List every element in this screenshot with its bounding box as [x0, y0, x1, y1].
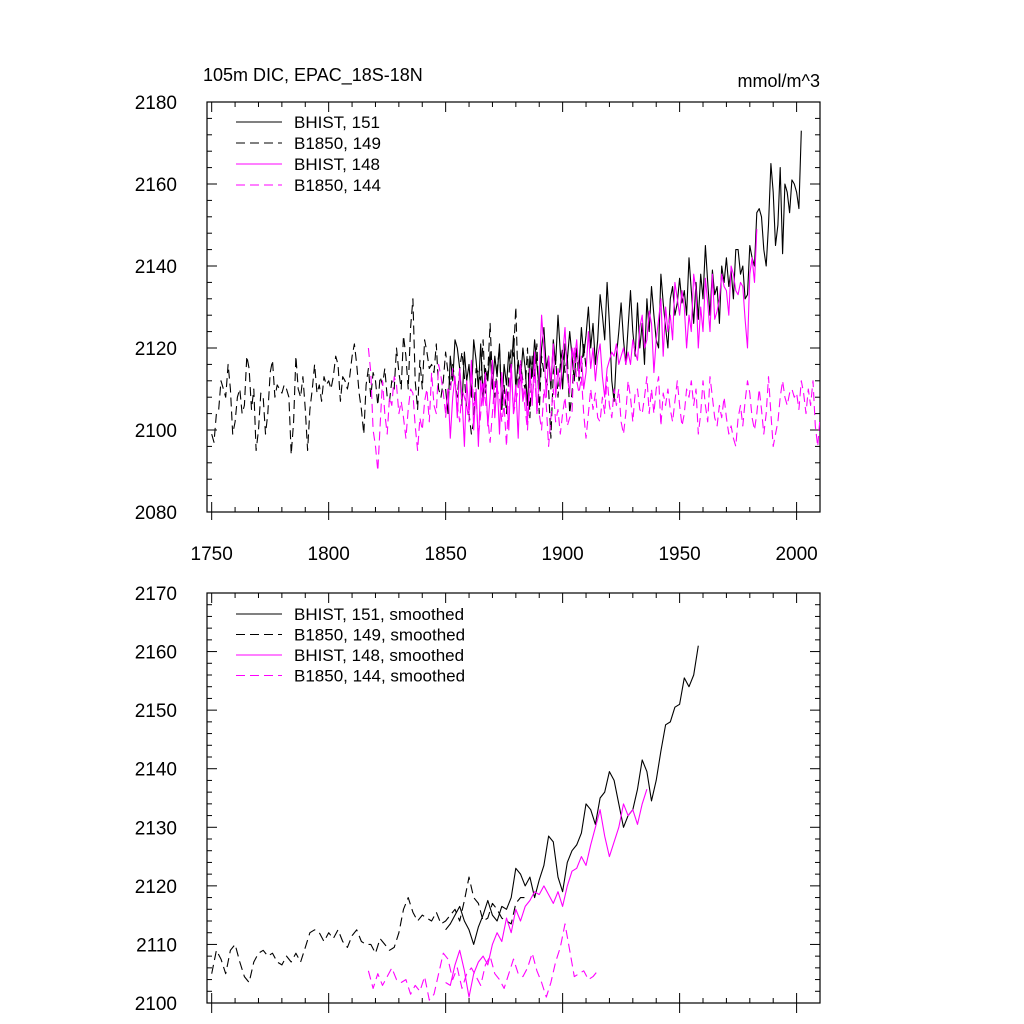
x-tick-label: 2000	[775, 544, 817, 565]
plot-frame	[206, 101, 821, 513]
x-tick-label: 1750	[191, 544, 233, 565]
x-tick-label: 1800	[308, 544, 350, 565]
smoothed-chart-panel: 2100 2110 2120 2130 2140 2150 2160 2170 BHIST, 1…	[135, 584, 821, 1015]
y-tick-label: 2180	[135, 93, 177, 114]
series-line-black-solid	[445, 645, 699, 945]
plot-title: 105m DIC, EPAC_18S-18N	[203, 65, 423, 86]
units-label: mmol/m^3	[738, 71, 820, 91]
series-line-magenta-solid	[445, 789, 648, 998]
y-tick-label: 2140	[135, 257, 177, 278]
series-line-magenta-dashed	[367, 923, 599, 1001]
x-tick-label: 1900	[541, 544, 583, 565]
series-line-magenta-solid	[445, 229, 758, 447]
series-line-black-dashed	[211, 298, 587, 456]
y-tick-label: 2150	[135, 701, 177, 722]
legend-label: BHIST, 148	[294, 155, 380, 174]
y-tick-label: 2120	[135, 877, 177, 898]
series-line-magenta-dashed	[367, 347, 820, 472]
legend-label: BHIST, 151	[294, 113, 380, 132]
legend-label: BHIST, 151, smoothed	[294, 605, 464, 624]
series-line-black-dashed	[211, 876, 526, 984]
y-tick-label: 2160	[135, 175, 177, 196]
legend-label: B1850, 149, smoothed	[294, 626, 465, 645]
y-tick-label: 2130	[135, 818, 177, 839]
x-tick-label: 1950	[658, 544, 700, 565]
legend-label: B1850, 144, smoothed	[294, 667, 465, 686]
series-line-black-solid	[445, 130, 802, 415]
y-tick-label: 2110	[136, 935, 177, 956]
y-tick-label: 2100	[135, 421, 177, 442]
y-tick-label: 2140	[135, 760, 177, 781]
y-tick-label: 2160	[135, 643, 177, 664]
plot-frame	[206, 592, 821, 1004]
legend-label: BHIST, 148, smoothed	[294, 646, 464, 665]
y-tick-label: 2170	[135, 584, 177, 605]
legend-label: B1850, 149	[294, 134, 381, 153]
y-tick-label: 2120	[135, 339, 177, 360]
legend-label: B1850, 144	[294, 176, 381, 195]
annual-chart-panel: 1750 1800 1850 1900 1950 2000 2080 2100 2120 2140…	[135, 93, 821, 565]
y-tick-label: 2080	[135, 503, 177, 524]
y-tick-label: 2100	[135, 994, 177, 1015]
x-tick-label: 1850	[425, 544, 467, 565]
